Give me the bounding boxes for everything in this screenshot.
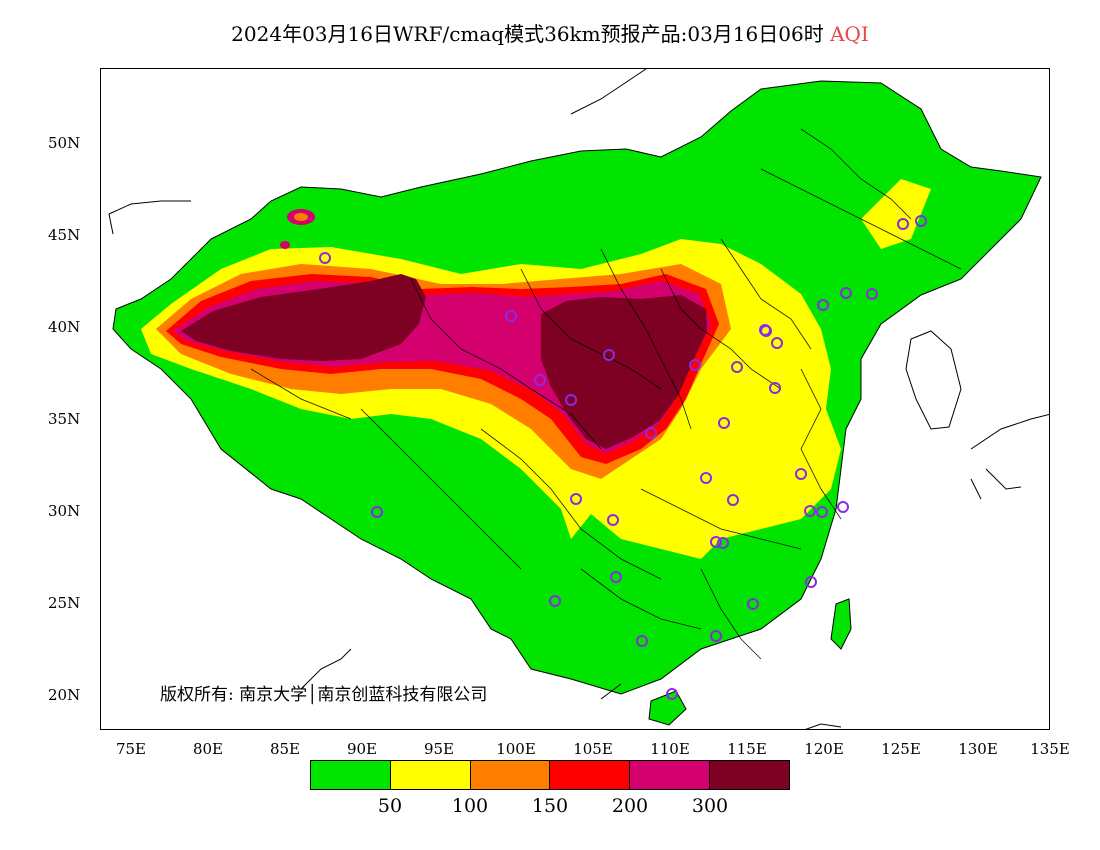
station-marker-8: [607, 514, 619, 526]
legend-label-200: 200: [611, 795, 649, 817]
region-island-south: [648, 690, 687, 726]
legend-label-300: 300: [691, 795, 729, 817]
station-marker-9: [549, 595, 561, 607]
station-markers: [319, 215, 927, 700]
lon-label-125e: 125E: [881, 740, 921, 758]
coastline-south: [300, 648, 842, 729]
lon-label-135e: 135E: [1030, 740, 1070, 758]
station-marker-24: [795, 468, 807, 480]
station-marker-5: [645, 427, 657, 439]
lon-label-85e: 85E: [269, 740, 301, 758]
station-marker-10: [610, 571, 622, 583]
aqi-legend: [310, 760, 790, 790]
station-marker-34: [805, 576, 817, 588]
coastline-korea: [905, 330, 962, 430]
lon-label-80e: 80E: [192, 740, 224, 758]
lon-label-95e: 95E: [423, 740, 455, 758]
lon-label-110e: 110E: [650, 740, 690, 758]
lat-label-50n: 50N: [48, 134, 81, 152]
station-marker-3: [534, 374, 546, 386]
legend-swatch-0: [311, 761, 391, 789]
map-title-main: 2024年03月16日WRF/cmaq模式36km预报产品:03月16日06时: [231, 22, 824, 46]
region-yellow-ne: [861, 179, 931, 249]
station-marker-19: [769, 382, 781, 394]
map-title: 2024年03月16日WRF/cmaq模式36km预报产品:03月16日06时 …: [0, 18, 1100, 47]
station-marker-6: [570, 493, 582, 505]
station-marker-23: [727, 494, 739, 506]
legend-swatch-5: [710, 761, 789, 789]
lon-label-120e: 120E: [804, 740, 844, 758]
lon-label-90e: 90E: [346, 740, 378, 758]
lat-label-35n: 35N: [48, 410, 81, 428]
station-marker-35: [747, 598, 759, 610]
region-maroon-east: [541, 295, 707, 449]
station-marker-1: [505, 310, 517, 322]
region-maroon-west: [181, 274, 426, 361]
province-borders: [250, 128, 962, 660]
hotspot-xinjiang-north-core: [294, 213, 308, 221]
legend-swatch-2: [470, 761, 551, 789]
legend-swatch-4: [630, 761, 711, 789]
station-marker-0: [319, 252, 331, 264]
lon-label-115e: 115E: [727, 740, 767, 758]
station-marker-21: [760, 325, 772, 337]
legend-label-50: 50: [377, 795, 403, 817]
legend-swatch-1: [390, 761, 471, 789]
station-marker-4: [565, 394, 577, 406]
station-marker-29: [666, 688, 678, 700]
station-marker-31: [915, 215, 927, 227]
station-marker-13: [700, 472, 712, 484]
lon-label-130e: 130E: [958, 740, 998, 758]
coastline-north: [108, 69, 647, 235]
station-marker-33: [866, 288, 878, 300]
lat-label-30n: 30N: [48, 502, 81, 520]
map-title-variable: AQI: [830, 22, 869, 46]
legend-label-150: 150: [531, 795, 569, 817]
station-marker-11: [636, 635, 648, 647]
map-frame: [100, 68, 1050, 730]
station-marker-27: [837, 501, 849, 513]
legend-swatch-3: [550, 761, 631, 789]
station-marker-15: [689, 359, 701, 371]
lat-label-25n: 25N: [48, 594, 81, 612]
lon-label-100e: 100E: [496, 740, 536, 758]
hotspot-small: [280, 241, 290, 249]
station-marker-30: [897, 218, 909, 230]
copyright-text: 版权所有: 南京大学│南京创蓝科技有限公司: [160, 685, 488, 705]
lon-label-105e: 105E: [573, 740, 613, 758]
station-marker-20: [817, 299, 829, 311]
station-marker-22: [717, 537, 729, 549]
legend-label-100: 100: [451, 795, 489, 817]
station-marker-14: [718, 417, 730, 429]
station-marker-18: [731, 361, 743, 373]
station-marker-32: [840, 287, 852, 299]
lat-label-45n: 45N: [48, 226, 81, 244]
station-marker-12: [710, 536, 722, 548]
station-marker-26: [804, 505, 816, 517]
station-marker-2: [603, 349, 615, 361]
station-marker-28: [710, 630, 722, 642]
station-marker-17: [771, 337, 783, 349]
coastline-japan: [970, 413, 1049, 500]
lat-label-40n: 40N: [48, 318, 81, 336]
lon-label-75e: 75E: [115, 740, 147, 758]
lat-label-20n: 20N: [48, 686, 81, 704]
station-marker-25: [816, 506, 828, 518]
station-marker-7: [371, 506, 383, 518]
map-canvas: [108, 69, 1049, 729]
region-island-east: [830, 598, 852, 650]
